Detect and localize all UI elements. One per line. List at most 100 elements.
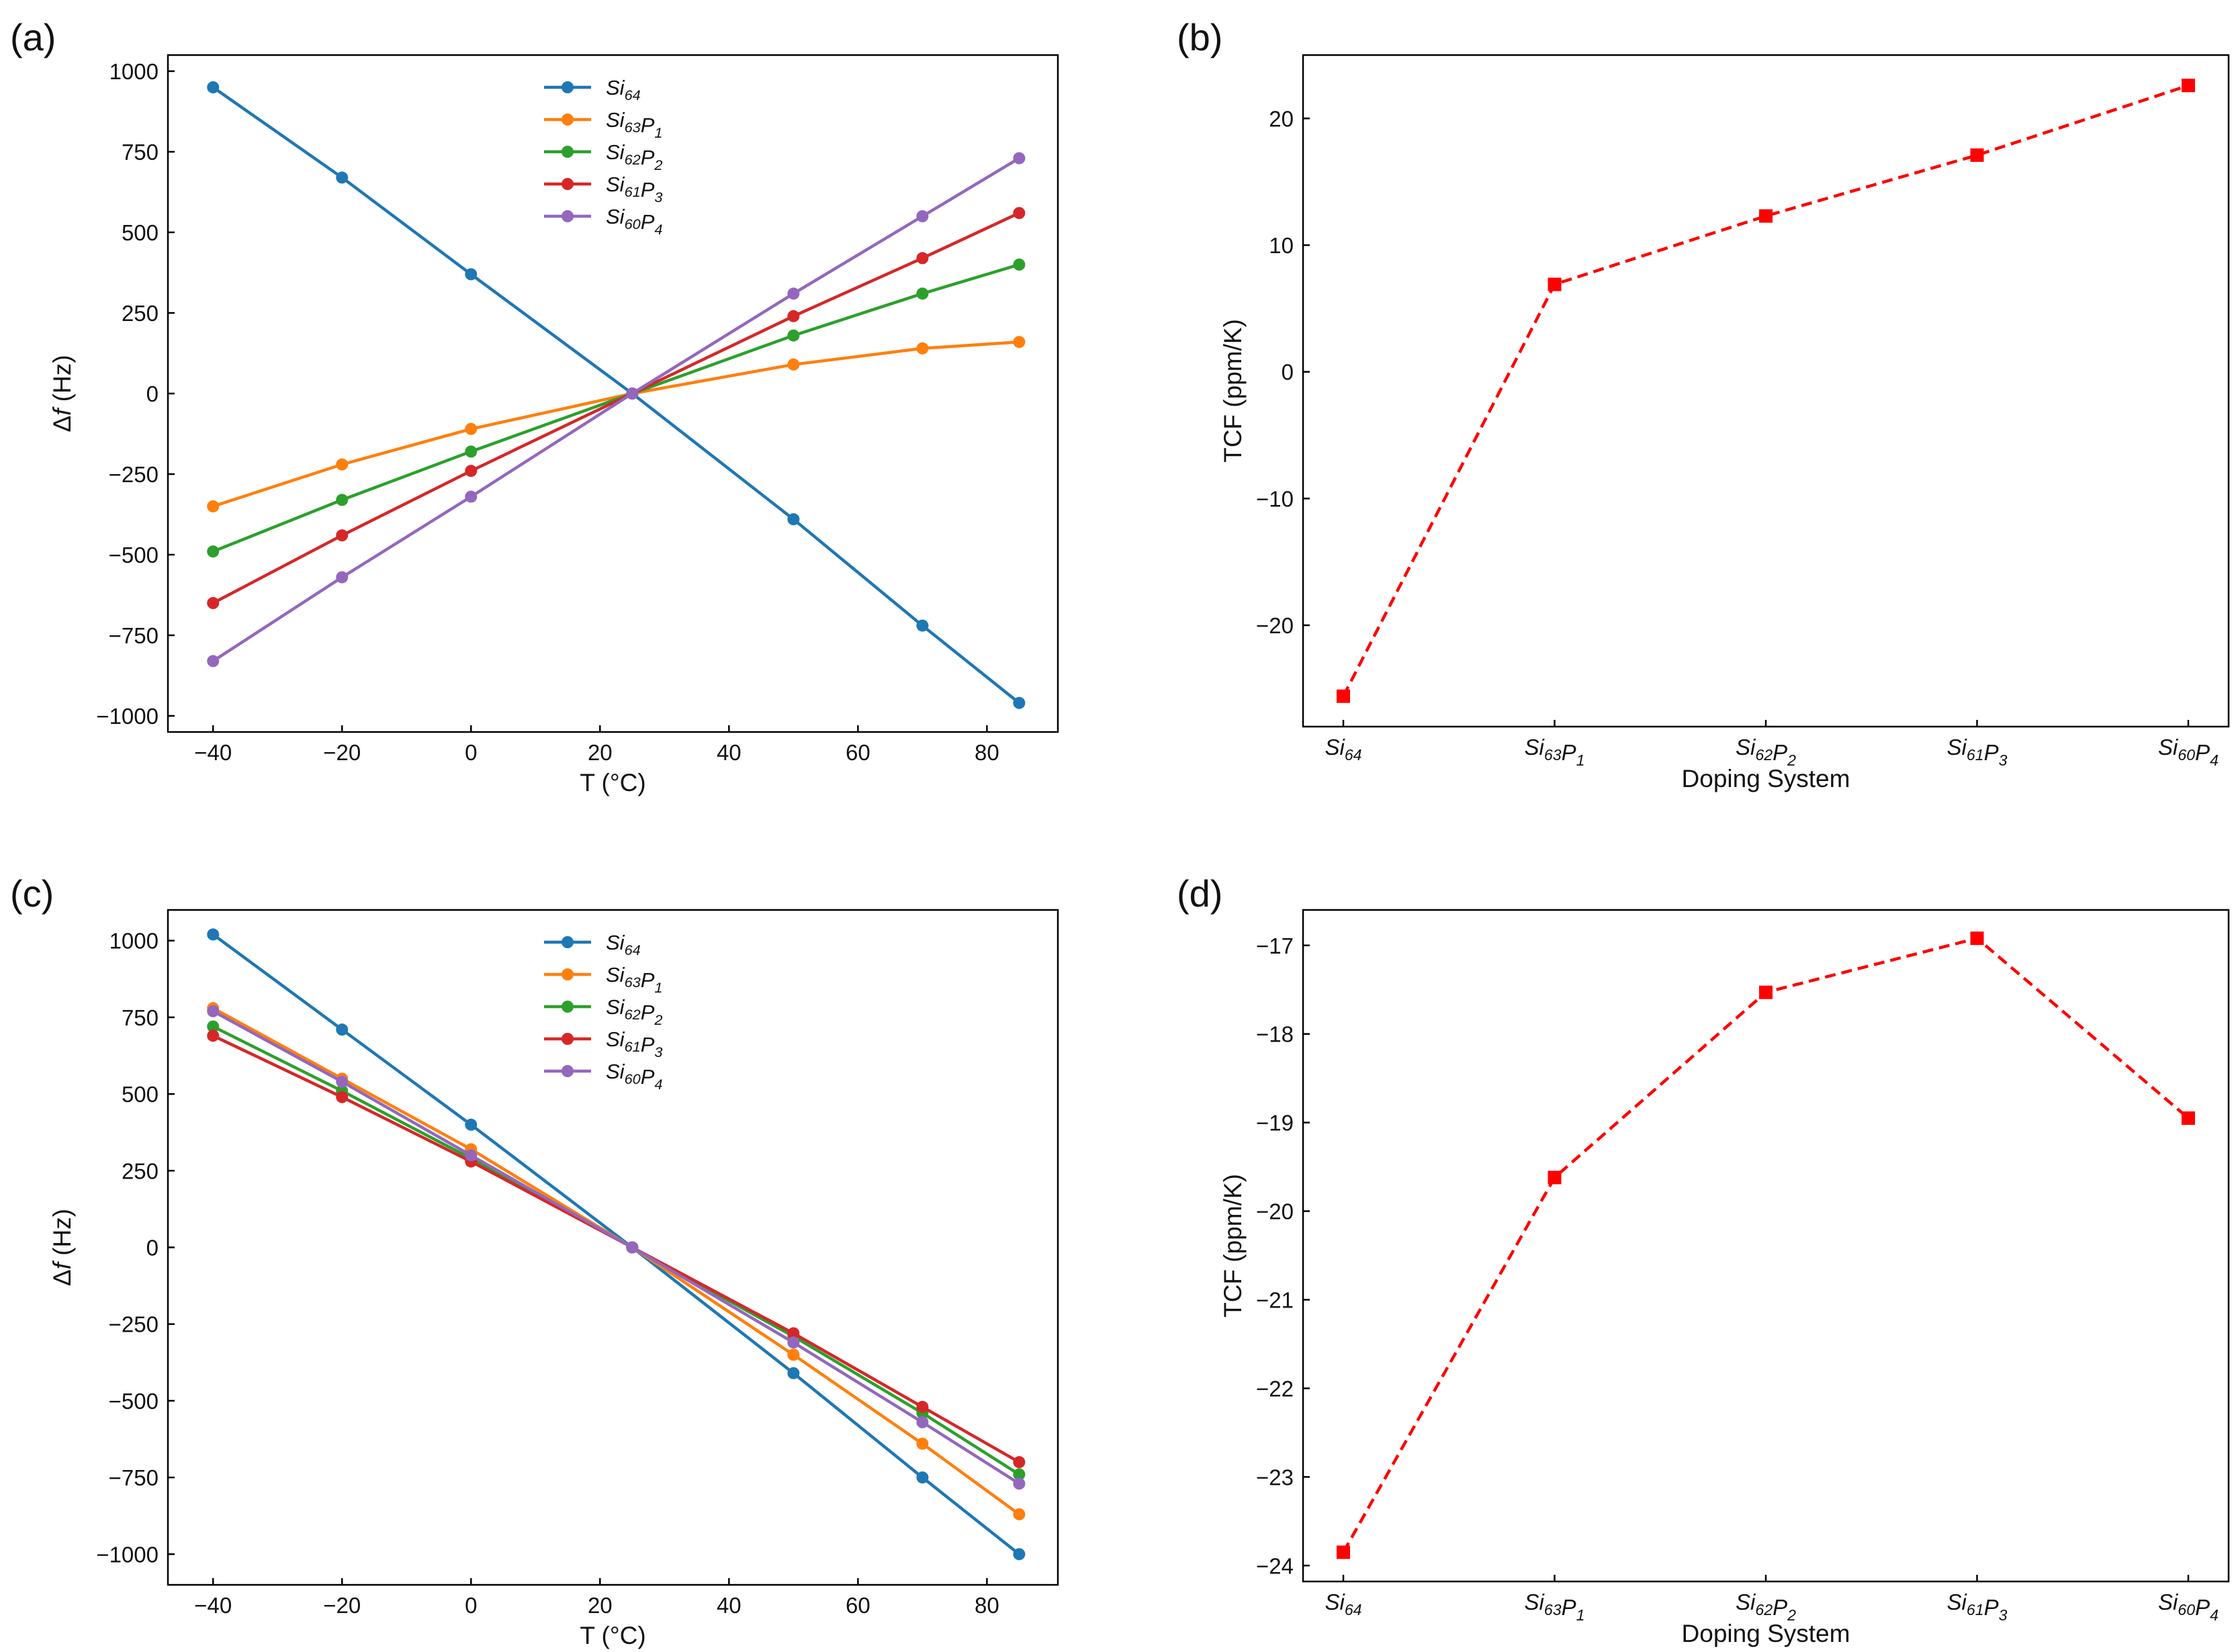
y-tick-label: −1000 [96, 1542, 159, 1567]
legend-entry-Si64: Si64 [606, 76, 641, 103]
legend-entry-Si61P3: Si61P3 [606, 173, 662, 205]
panel-label-a: (a) [10, 16, 56, 58]
x-tick-label-Si63P1: Si63P1 [1525, 735, 1585, 769]
x-tick-label: 60 [846, 740, 870, 765]
data-point-Si61P3 [207, 597, 220, 609]
axes-frame-c [167, 909, 1059, 1586]
data-point-Si63P1 [465, 422, 478, 435]
x-tick-label: −20 [323, 740, 361, 765]
data-point-Si64 [1013, 696, 1026, 709]
x-tick-label-Si62P2: Si62P2 [1736, 735, 1796, 769]
tcf-point-Si62P2 [1759, 985, 1773, 999]
tcf-point-Si60P4 [2182, 1111, 2195, 1126]
y-tick-label: −21 [1256, 1287, 1294, 1312]
data-point-Si61P3 [1013, 1456, 1026, 1469]
y-axis-label: Δf (Hz) [48, 355, 76, 432]
data-point-Si63P1 [1013, 1508, 1026, 1520]
legend-marker-Si62P2 [562, 1001, 574, 1013]
data-point-Si62P2 [787, 329, 800, 342]
y-tick-label: 750 [122, 1005, 159, 1030]
data-point-Si60P4 [336, 571, 349, 584]
panel-c: (c) −40 −20 0 20 40 60 80 −1000 −750 −500 −250 0 250 5… [10, 872, 1059, 1649]
tcf-point-Si64 [1337, 1545, 1350, 1559]
data-point-Si64 [336, 1023, 349, 1036]
y-tick-label: −23 [1256, 1465, 1294, 1489]
data-point-Si62P2 [207, 1020, 220, 1033]
data-point-Si61P3 [1013, 207, 1026, 220]
data-point-Si63P1 [916, 342, 929, 355]
tcf-point-Si61P3 [1970, 931, 1984, 946]
legend-entry-Si61P3: Si61P3 [606, 1027, 662, 1060]
data-point-Si60P4 [626, 387, 639, 400]
legend-entry-Si60P4: Si60P4 [606, 1060, 662, 1093]
y-tick-label: −18 [1256, 1022, 1294, 1047]
data-point-Si60P4 [787, 1336, 800, 1349]
data-point-Si61P3 [787, 1327, 800, 1340]
axes-frame-b [1302, 54, 2230, 728]
panel-b: (b) Si64 Si63P1 Si62P2 Si61P3 Si60P4 −20 −10 0 10… [1177, 16, 2230, 792]
y-tick-label: −750 [109, 623, 159, 648]
data-point-Si62P2 [916, 287, 929, 300]
y-tick-label: 500 [122, 220, 159, 245]
x-axis-label: Doping System [1682, 765, 1850, 792]
legend-entry-Si63P1: Si63P1 [606, 963, 662, 996]
legend-marker-Si62P2 [562, 146, 574, 158]
data-point-Si60P4 [465, 1149, 478, 1162]
data-point-Si61P3 [787, 310, 800, 322]
y-tick-label: −1000 [96, 704, 159, 729]
data-point-Si64 [916, 1471, 929, 1484]
axes-frame-d [1302, 909, 2230, 1583]
y-tick-label: 750 [122, 140, 159, 165]
legend-marker-Si61P3 [562, 178, 574, 190]
legend-marker-Si60P4 [562, 1065, 574, 1077]
y-tick-label: −500 [109, 1389, 159, 1414]
data-point-Si64 [465, 1118, 478, 1131]
data-point-Si62P2 [1013, 259, 1026, 271]
y-tick-label: 250 [122, 1158, 159, 1183]
x-tick-label-Si61P3: Si61P3 [1947, 735, 2008, 769]
tcf-line [1342, 936, 2190, 1553]
data-point-Si61P3 [465, 465, 478, 477]
x-tick-label: 0 [465, 740, 477, 765]
data-point-Si64 [787, 513, 800, 526]
tcf-line [1341, 84, 2189, 697]
x-tick-label: −40 [194, 1593, 232, 1618]
legend-marker-Si64 [562, 936, 574, 948]
axes-frame-a [167, 54, 1059, 733]
y-tick-label: −500 [109, 543, 159, 567]
legend-marker-Si63P1 [562, 113, 574, 126]
y-tick-label: −20 [1256, 613, 1294, 638]
data-point-Si60P4 [207, 655, 220, 668]
data-point-Si61P3 [207, 1029, 220, 1042]
x-tick-label: 20 [588, 1593, 613, 1618]
y-tick-label: −750 [109, 1465, 159, 1490]
x-tick-label: 20 [588, 740, 613, 765]
y-tick-label: 20 [1269, 106, 1294, 131]
y-axis-label: Δf (Hz) [48, 1209, 76, 1286]
legend-marker-Si61P3 [562, 1033, 574, 1045]
series-line-Si60P4 [212, 156, 1020, 663]
legend-marker-Si63P1 [562, 968, 574, 980]
data-point-Si64 [207, 81, 220, 93]
data-point-Si62P2 [207, 545, 220, 558]
panel-d: (d) Si64 Si63P1 Si62P2 Si61P3 Si60P4 −24 −23 −22… [1177, 872, 2230, 1647]
legend-entry-Si63P1: Si63P1 [606, 108, 662, 141]
y-tick-label: 0 [146, 1236, 159, 1260]
data-point-Si60P4 [465, 490, 478, 503]
data-point-Si60P4 [916, 210, 929, 222]
data-point-Si61P3 [336, 1091, 349, 1103]
x-tick-label-Si64: Si64 [1325, 1590, 1361, 1618]
series-line-Si62P2 [212, 263, 1020, 553]
tcf-point-Si64 [1337, 689, 1350, 703]
y-axis-label: TCF (ppm/K) [1219, 319, 1247, 463]
x-tick-label: 60 [846, 1593, 870, 1618]
y-tick-label: 250 [122, 301, 159, 326]
legend-entry-Si64: Si64 [606, 931, 641, 958]
data-point-Si63P1 [787, 358, 800, 371]
y-tick-label: −17 [1256, 933, 1294, 958]
y-tick-label: 10 [1269, 233, 1294, 258]
y-tick-label: −250 [109, 1312, 159, 1337]
x-tick-label: −40 [194, 740, 232, 765]
data-point-Si63P1 [787, 1348, 800, 1361]
